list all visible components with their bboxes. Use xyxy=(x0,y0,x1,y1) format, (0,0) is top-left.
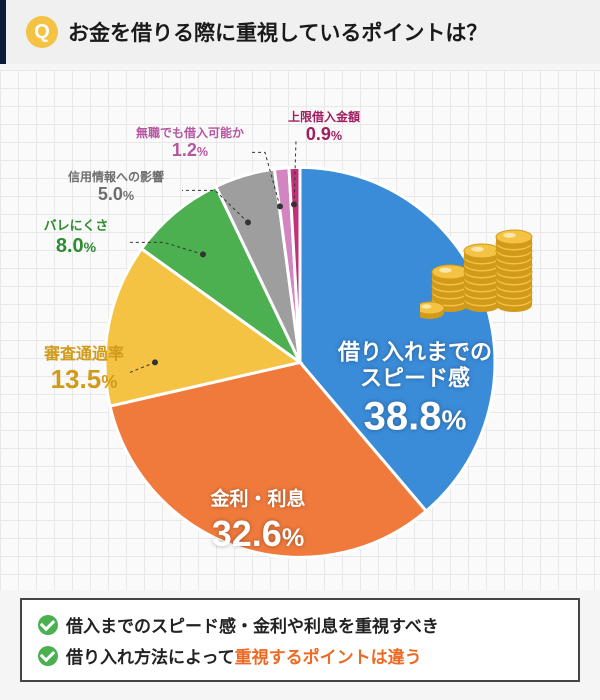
slice-label-approval: 審査通過率13.5% xyxy=(44,345,124,395)
slice-label-noJob: 無職でも借入可能か1.2% xyxy=(136,126,244,162)
check-icon xyxy=(38,646,58,666)
pie-chart-region: 借り入れまでのスピード感38.8% 金利・利息32.6% 審査通過率13.5% バレに… xyxy=(0,70,600,590)
bullet-text: 借り入れ方法によって重視するポイントは違う xyxy=(66,643,422,668)
slice-label-speed: 借り入れまでのスピード感38.8% xyxy=(338,340,492,441)
summary-bullet-1: 借入までのスピード感・金利や利息を重視すべき xyxy=(38,612,562,637)
summary-box: 借入までのスピード感・金利や利息を重視すべき 借り入れ方法によって重視するポイン… xyxy=(20,598,580,682)
q-badge-icon: Q xyxy=(26,16,58,48)
coins-icon xyxy=(420,200,540,320)
slice-label-privacy: バレにくさ8.0% xyxy=(44,218,109,258)
summary-bullet-2: 借り入れ方法によって重視するポイントは違う xyxy=(38,643,562,668)
slice-label-limit: 上限借入金額0.9% xyxy=(288,110,360,146)
check-icon xyxy=(38,615,58,635)
slice-label-interest: 金利・利息32.6% xyxy=(210,489,305,555)
page-title: お金を借りる際に重視しているポイントは？ xyxy=(68,17,487,47)
slice-label-credit: 信用情報への影響5.0% xyxy=(68,170,164,206)
question-header: Q お金を借りる際に重視しているポイントは？ xyxy=(0,0,600,64)
bullet-text: 借入までのスピード感・金利や利息を重視すべき xyxy=(66,612,439,637)
